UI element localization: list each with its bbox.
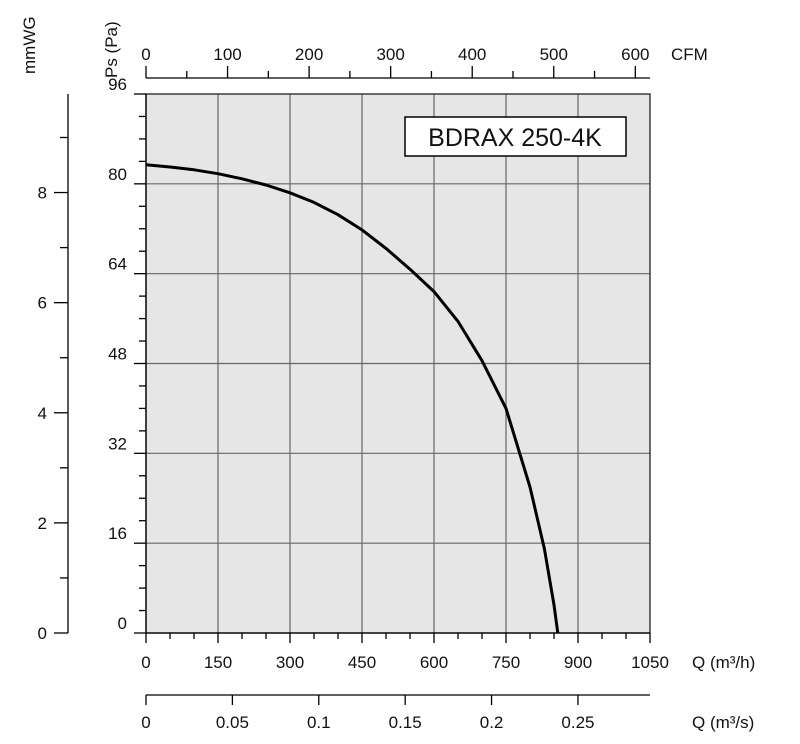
q-m3s-tick-label: 0.1	[307, 713, 331, 732]
q-m3h-tick-label: 1050	[631, 653, 669, 672]
cfm-tick-label: 400	[458, 45, 486, 64]
ps-tick-label: 32	[108, 434, 127, 453]
mmwg-tick-label: 0	[38, 624, 47, 643]
ps-tick-label: 48	[108, 345, 127, 364]
ps-tick-label: 64	[108, 255, 127, 274]
chart-title: BDRAX 250-4K	[428, 124, 602, 152]
ps-tick-label: 0	[118, 614, 127, 633]
q-m3h-axis-label: Q (m³/h)	[692, 653, 755, 672]
cfm-tick-label: 100	[213, 45, 241, 64]
q-m3s-tick-label: 0	[141, 713, 150, 732]
mmwg-axis-label: mmWG	[20, 16, 39, 74]
cfm-tick-label: 200	[295, 45, 323, 64]
ps-tick-label: 96	[108, 75, 127, 94]
grid	[145, 93, 651, 634]
cfm-axis-label: CFM	[671, 45, 708, 64]
q-m3s-tick-label: 0.15	[389, 713, 422, 732]
q-m3s-tick-label: 0.2	[480, 713, 504, 732]
q-m3h-tick-label: 600	[420, 653, 448, 672]
q-m3s-axis-label: Q (m³/s)	[692, 713, 754, 732]
mmwg-tick-label: 6	[38, 294, 47, 313]
chart-title-box: BDRAX 250-4K	[404, 116, 627, 157]
cfm-tick-label: 0	[141, 45, 150, 64]
q-m3s-tick-label: 0.05	[216, 713, 249, 732]
q-m3h-tick-label: 150	[204, 653, 232, 672]
q-m3h-tick-label: 450	[348, 653, 376, 672]
q-m3s-tick-label: 0.25	[561, 713, 594, 732]
q-m3h-tick-label: 900	[564, 653, 592, 672]
mmwg-tick-label: 2	[38, 514, 47, 533]
performance-curve	[145, 163, 560, 634]
q-m3h-tick-label: 300	[276, 653, 304, 672]
mmwg-tick-label: 8	[38, 184, 47, 203]
ps-tick-label: 80	[108, 165, 127, 184]
cfm-tick-label: 300	[376, 45, 404, 64]
mmwg-tick-label: 4	[38, 404, 47, 423]
performance-curve-layer	[145, 163, 560, 634]
cfm-tick-label: 600	[621, 45, 649, 64]
q-m3h-tick-label: 0	[141, 653, 150, 672]
ps-tick-label: 16	[108, 524, 127, 543]
q-m3h-tick-label: 750	[492, 653, 520, 672]
ps-axis-label: Ps (Pa)	[102, 21, 121, 78]
cfm-tick-label: 500	[540, 45, 568, 64]
